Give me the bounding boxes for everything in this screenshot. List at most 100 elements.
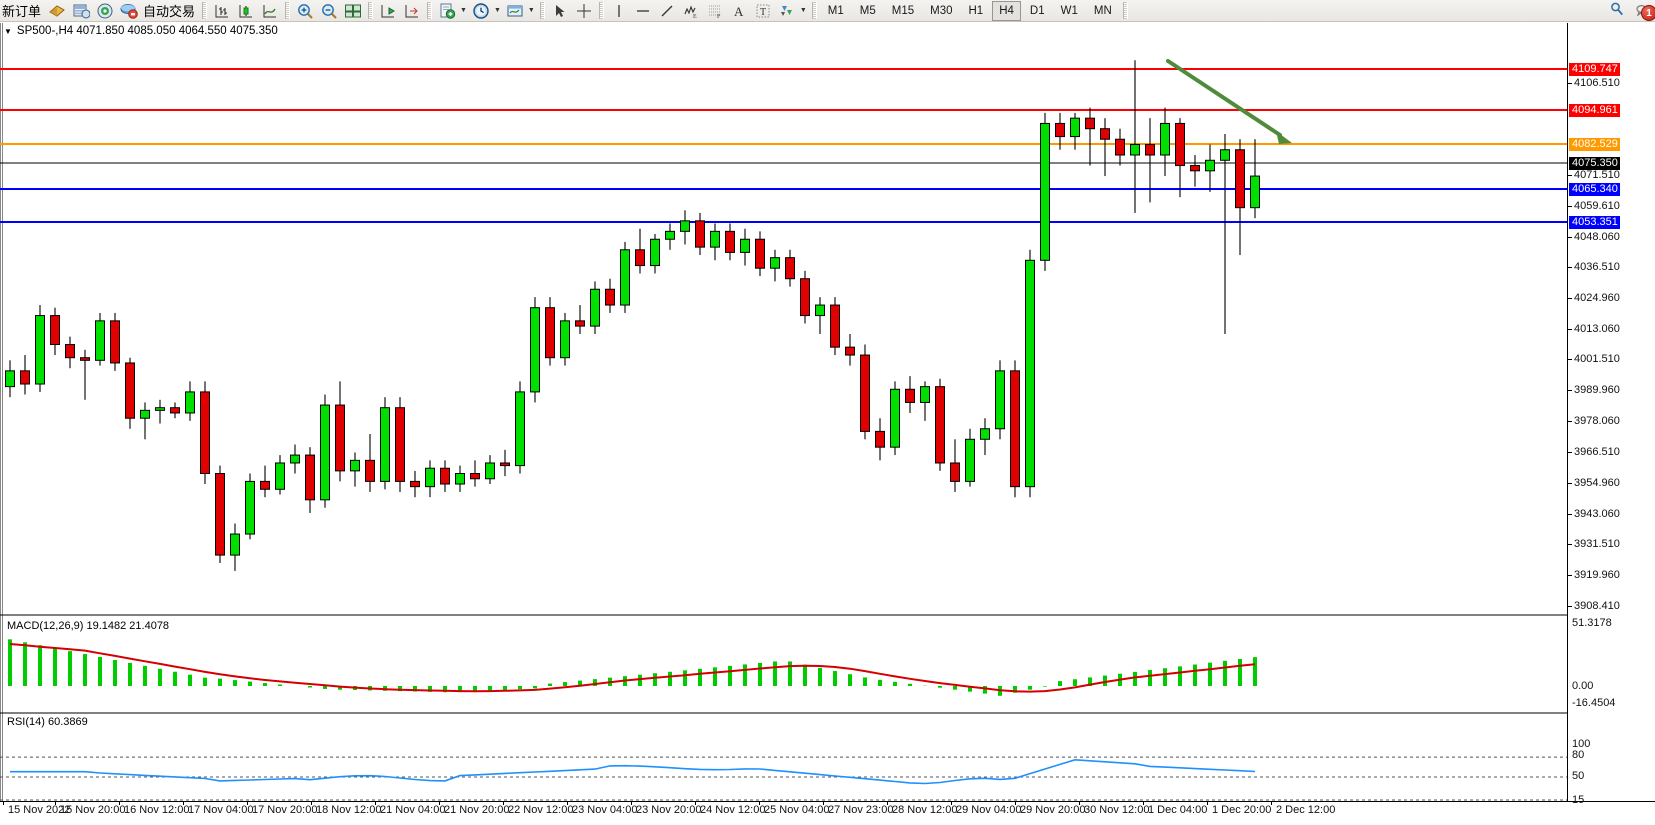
price-level-label-support[interactable]: 4065.340: [1569, 183, 1620, 196]
timeframe-h4[interactable]: H4: [992, 0, 1021, 21]
trendline-icon[interactable]: [655, 1, 679, 21]
candle-body[interactable]: [1130, 143, 1140, 156]
candle-body[interactable]: [500, 462, 510, 467]
candle-body[interactable]: [50, 315, 60, 346]
candle-body[interactable]: [1010, 370, 1020, 488]
search-icon[interactable]: [1609, 1, 1625, 22]
indicators-dropdown-arrow[interactable]: ▼: [460, 7, 467, 14]
candle-body[interactable]: [80, 357, 90, 361]
candle-body[interactable]: [695, 220, 705, 248]
candle-body[interactable]: [230, 533, 240, 556]
candle-body[interactable]: [395, 407, 405, 482]
candle-body[interactable]: [800, 278, 810, 317]
chart-shift-icon[interactable]: [376, 1, 400, 21]
text-label-icon[interactable]: T: [751, 1, 775, 21]
time-axis[interactable]: 15 Nov 2022 15 Nov 20:00 16 Nov 12:00 17 No…: [0, 801, 1655, 825]
candle-body[interactable]: [935, 386, 945, 464]
candle-body[interactable]: [215, 473, 225, 556]
candle-body[interactable]: [905, 388, 915, 403]
candle-body[interactable]: [575, 320, 585, 327]
objects-list-icon[interactable]: [775, 1, 799, 21]
tile-windows-icon[interactable]: [341, 1, 365, 21]
price-level-label-resistance[interactable]: 4109.747: [1569, 63, 1620, 76]
candle-body[interactable]: [845, 346, 855, 356]
candle-body[interactable]: [605, 288, 615, 306]
candle-body[interactable]: [245, 480, 255, 535]
candle-body[interactable]: [470, 473, 480, 480]
candle-body[interactable]: [1145, 143, 1155, 156]
timeframe-m30[interactable]: M30: [930, 4, 953, 17]
text-icon[interactable]: A: [727, 1, 751, 21]
candle-body[interactable]: [5, 370, 15, 388]
candle-body[interactable]: [1160, 122, 1170, 156]
candle-body[interactable]: [515, 391, 525, 467]
candle-body[interactable]: [35, 315, 45, 385]
timeframe-d1[interactable]: D1: [1029, 4, 1045, 17]
candle-body[interactable]: [185, 391, 195, 414]
price-level-label-last[interactable]: 4075.350: [1569, 157, 1620, 170]
down-trend-arrow-shaft[interactable]: [1166, 59, 1282, 137]
horizontal-line-icon[interactable]: [631, 1, 655, 21]
candle-body[interactable]: [1250, 175, 1260, 209]
templates-icon[interactable]: [503, 1, 527, 21]
candle-body[interactable]: [290, 454, 300, 464]
price-level-label-support[interactable]: 4053.351: [1569, 216, 1620, 229]
candle-body[interactable]: [785, 257, 795, 280]
candle-body[interactable]: [275, 462, 285, 490]
candle-body[interactable]: [875, 430, 885, 448]
candle-body[interactable]: [680, 220, 690, 232]
candle-body[interactable]: [965, 438, 975, 482]
candle-body[interactable]: [1115, 138, 1125, 156]
expert-advisors-icon[interactable]: [45, 1, 69, 21]
candle-body[interactable]: [755, 238, 765, 269]
candle-body[interactable]: [1085, 117, 1095, 130]
candle-body[interactable]: [305, 454, 315, 501]
candle-body[interactable]: [1220, 149, 1230, 161]
price-level-label-pivot[interactable]: 4082.529: [1569, 138, 1620, 151]
auto-scroll-icon[interactable]: [400, 1, 424, 21]
candle-body[interactable]: [260, 480, 270, 490]
candle-body[interactable]: [635, 249, 645, 267]
candle-body[interactable]: [860, 354, 870, 432]
candle-body[interactable]: [140, 409, 150, 419]
candle-body[interactable]: [830, 304, 840, 348]
autotrading-button[interactable]: 自动交易: [143, 4, 196, 19]
candle-body[interactable]: [980, 428, 990, 440]
candle-body[interactable]: [410, 480, 420, 488]
candle-body[interactable]: [110, 320, 120, 364]
candle-body[interactable]: [95, 320, 105, 361]
candle-body[interactable]: [770, 257, 780, 269]
market-watch-icon[interactable]: [69, 1, 93, 21]
candle-body[interactable]: [20, 370, 30, 385]
new-order-button[interactable]: 新订单: [2, 4, 42, 19]
candle-body[interactable]: [170, 407, 180, 414]
vertical-line-icon[interactable]: [607, 1, 631, 21]
chart-area[interactable]: ▼ SP500-,H4 4071.850 4085.050 4064.550 4…: [0, 22, 1655, 825]
candle-body[interactable]: [380, 407, 390, 482]
timeframe-h1[interactable]: H1: [968, 4, 984, 17]
candlestick-chart-icon[interactable]: [234, 1, 258, 21]
navigator-icon[interactable]: [93, 1, 117, 21]
candle-body[interactable]: [440, 467, 450, 485]
candle-body[interactable]: [365, 459, 375, 482]
candle-body[interactable]: [650, 238, 660, 267]
candle-body[interactable]: [1190, 165, 1200, 172]
candle-body[interactable]: [920, 386, 930, 403]
indicators-icon[interactable]: [435, 1, 459, 21]
price-plot[interactable]: [0, 23, 1567, 825]
data-window-icon[interactable]: [117, 1, 141, 21]
candle-body[interactable]: [425, 467, 435, 488]
down-trend-arrow-head[interactable]: [1276, 131, 1292, 144]
timeframe-w1[interactable]: W1: [1060, 4, 1078, 17]
chart-menu-caret-icon[interactable]: ▼: [4, 26, 12, 36]
fibonacci-icon[interactable]: F: [703, 1, 727, 21]
candle-body[interactable]: [815, 304, 825, 317]
candle-body[interactable]: [485, 462, 495, 480]
candle-body[interactable]: [320, 404, 330, 501]
candle-body[interactable]: [590, 288, 600, 327]
period-icon[interactable]: [469, 1, 493, 21]
candle-body[interactable]: [1070, 117, 1080, 138]
candle-body[interactable]: [65, 344, 75, 359]
templates-dropdown-arrow[interactable]: ▼: [527, 7, 535, 14]
price-level-label-resistance[interactable]: 4094.961: [1569, 104, 1620, 117]
